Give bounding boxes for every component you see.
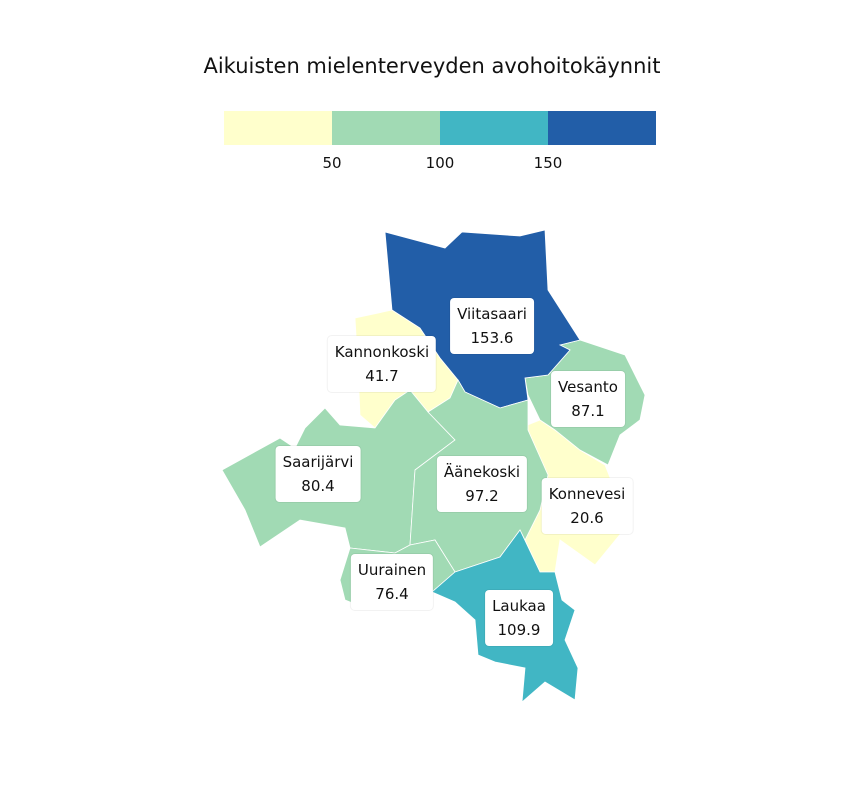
region-name: Uurainen xyxy=(357,561,427,579)
region-value: 41.7 xyxy=(365,367,399,385)
label-viitasaari: Viitasaari 153.6 xyxy=(450,298,534,354)
region-name: Kannonkoski xyxy=(334,343,430,361)
legend-tick-150: 150 xyxy=(533,154,563,172)
label-saarijarvi: Saarijärvi 80.4 xyxy=(275,446,361,502)
region-name: Vesanto xyxy=(558,378,618,396)
region-name: Laukaa xyxy=(492,597,546,615)
label-laukaa: Laukaa 109.9 xyxy=(485,590,553,646)
region-name: Saarijärvi xyxy=(282,453,354,471)
region-name: Viitasaari xyxy=(457,305,527,323)
map-title: Aikuisten mielenterveyden avohoitokäynni… xyxy=(203,54,661,78)
region-value: 97.2 xyxy=(465,487,499,505)
region-value: 87.1 xyxy=(571,402,605,420)
legend-bin-4 xyxy=(548,111,656,145)
label-uurainen: Uurainen 76.4 xyxy=(350,554,434,610)
region-value: 109.9 xyxy=(497,621,541,639)
region-value: 20.6 xyxy=(570,509,604,527)
legend-bin-3 xyxy=(440,111,548,145)
label-aanekoski: Äänekoski 97.2 xyxy=(436,456,528,512)
legend-tick-100: 100 xyxy=(425,154,455,172)
color-legend xyxy=(224,111,656,145)
region-name: Äänekoski xyxy=(443,463,521,481)
label-kannonkoski: Kannonkoski 41.7 xyxy=(327,336,437,392)
region-name: Konnevesi xyxy=(548,485,626,503)
legend-tick-50: 50 xyxy=(322,154,342,172)
legend-bin-1 xyxy=(224,111,332,145)
region-value: 76.4 xyxy=(375,585,409,603)
label-konnevesi: Konnevesi 20.6 xyxy=(541,478,633,534)
label-vesanto: Vesanto 87.1 xyxy=(551,371,625,427)
region-value: 80.4 xyxy=(301,477,335,495)
legend-bin-2 xyxy=(332,111,440,145)
region-value: 153.6 xyxy=(470,329,514,347)
